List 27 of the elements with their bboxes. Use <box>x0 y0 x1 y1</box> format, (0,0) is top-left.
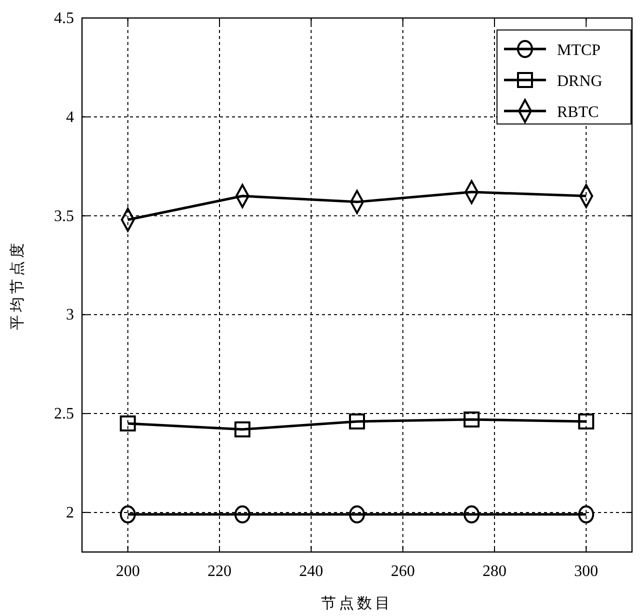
point <box>120 415 136 432</box>
point <box>349 505 365 524</box>
y-tick-label: 4 <box>66 108 74 126</box>
point <box>234 505 250 524</box>
point <box>349 413 365 430</box>
y-axis-title: 平均节点度 <box>8 240 26 330</box>
y-tick-label: 2 <box>66 504 74 522</box>
x-tick-label: 260 <box>390 563 415 580</box>
point <box>578 505 594 524</box>
point <box>578 413 594 430</box>
point <box>234 421 250 438</box>
x-tick-label: 300 <box>574 563 598 580</box>
point <box>464 411 480 428</box>
y-tick-label: 2.5 <box>54 406 74 423</box>
x-tick-label: 240 <box>299 563 324 580</box>
x-axis-title: 节点数目 <box>321 594 393 612</box>
y-tick-label: 3.5 <box>54 208 74 225</box>
y-tick-label: 4.5 <box>54 10 74 27</box>
legend-label: DRNG <box>557 73 603 90</box>
x-tick-label: 220 <box>208 563 232 580</box>
legend-label: MTCP <box>557 42 601 59</box>
y-tick-label: 3 <box>66 306 74 324</box>
x-tick-label: 200 <box>116 563 140 580</box>
point <box>464 505 480 524</box>
x-tick-label: 280 <box>482 563 506 580</box>
point <box>120 505 136 524</box>
legend-label: RBTC <box>557 104 599 121</box>
